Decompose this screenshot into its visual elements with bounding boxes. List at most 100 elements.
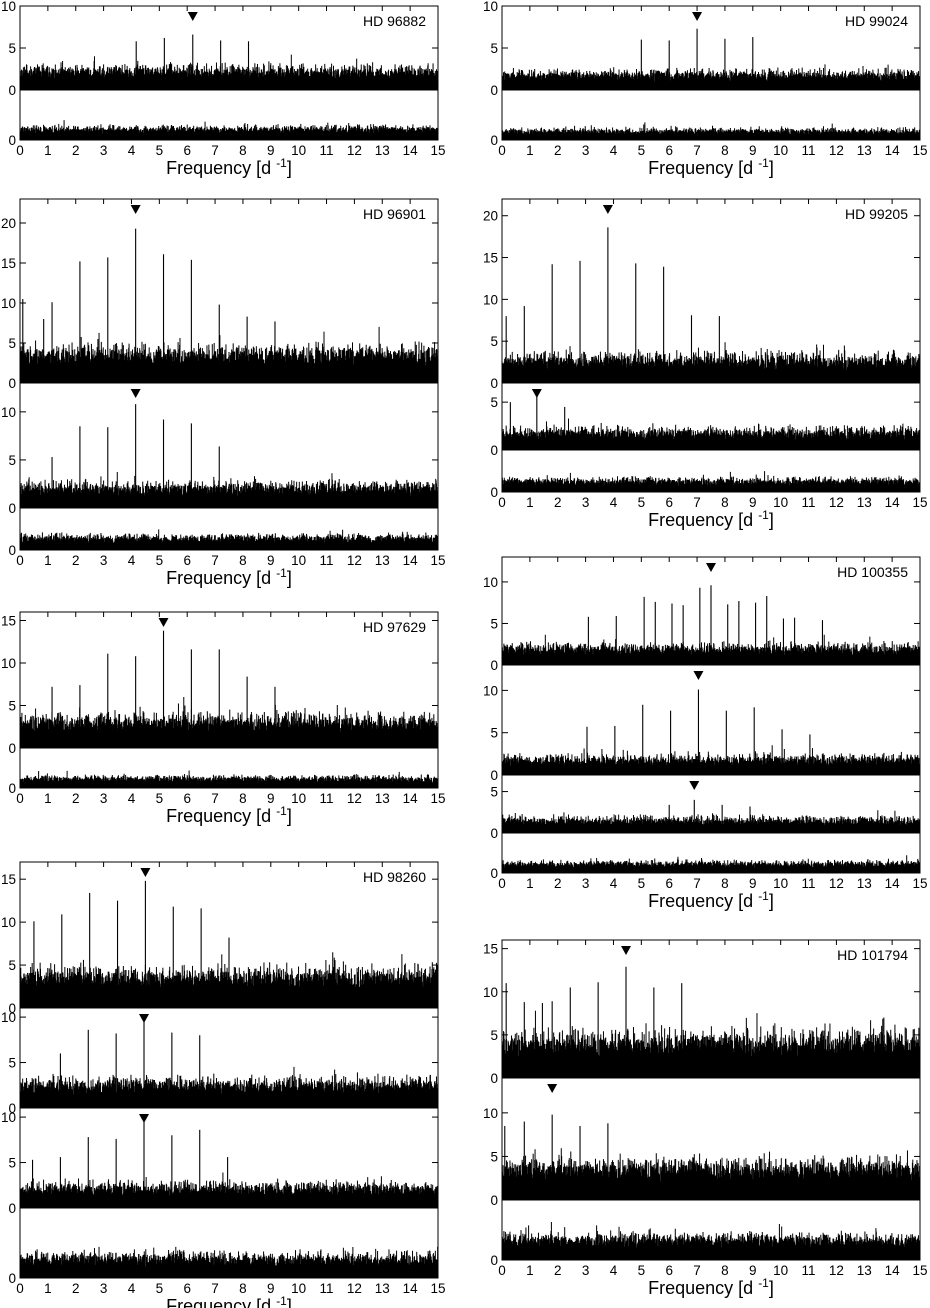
x-tick-label: 1 <box>44 143 52 158</box>
x-tick-label: 4 <box>128 143 136 158</box>
x-tick-label: 13 <box>857 876 872 891</box>
x-tick-label: 10 <box>773 876 788 891</box>
noise-spectrum <box>19 529 439 550</box>
noise-spectrum <box>501 342 921 383</box>
x-axis-title: Frequency [d -1] <box>648 508 774 530</box>
x-tick-label: 2 <box>554 876 562 891</box>
panel-2: 0 5 10 <box>483 1077 921 1208</box>
x-tick-label: 1 <box>526 876 534 891</box>
star-name-label: HD 96882 <box>363 13 426 29</box>
x-tick-label: 8 <box>239 143 247 158</box>
x-tick-label: 12 <box>347 791 362 806</box>
x-tick-label: 5 <box>156 553 164 568</box>
x-tick-label: 7 <box>211 553 219 568</box>
x-tick-label: 9 <box>267 143 275 158</box>
x-tick-label: 10 <box>291 791 306 806</box>
x-tick-label: 14 <box>403 1281 419 1296</box>
peak-marker-triangle <box>140 868 151 877</box>
y-tick-label: 0 <box>490 376 498 391</box>
y-tick-label: 20 <box>483 209 498 224</box>
y-tick-label: 10 <box>483 575 498 590</box>
x-tick-label: 13 <box>857 495 872 510</box>
peak-marker-triangle <box>706 563 716 572</box>
y-tick-label: 10 <box>1 1010 16 1025</box>
noise-spectrum <box>19 472 439 508</box>
x-tick-label: 11 <box>802 495 816 510</box>
x-tick-label: 3 <box>100 143 108 158</box>
y-tick-label: 0 <box>8 1201 16 1216</box>
y-tick-label: 10 <box>1 405 16 420</box>
y-tick-label: 5 <box>8 453 16 468</box>
y-tick-label: 5 <box>490 726 498 741</box>
x-tick-label: 6 <box>183 1281 191 1296</box>
x-tick-label: 15 <box>912 876 927 891</box>
x-tick-label: 6 <box>665 495 673 510</box>
y-tick-label: 10 <box>483 985 498 1000</box>
y-tick-label: 0 <box>8 543 16 558</box>
y-tick-label: 10 <box>483 1106 498 1121</box>
x-tick-label: 15 <box>912 1263 927 1278</box>
y-tick-label: 5 <box>490 1028 498 1043</box>
peak-marker-triangle <box>692 12 703 21</box>
y-tick-label: 5 <box>490 785 498 800</box>
x-tick-label: 1 <box>44 553 52 568</box>
x-tick-label: 4 <box>128 1281 136 1296</box>
x-tick-label: 5 <box>638 876 646 891</box>
y-tick-label: 15 <box>483 942 498 957</box>
x-tick-label: 8 <box>721 876 729 891</box>
y-tick-label: 0 <box>490 658 498 673</box>
x-axis-title: Frequency [d -1] <box>648 889 774 911</box>
y-tick-label: 15 <box>1 256 16 271</box>
x-tick-label: 11 <box>320 143 334 158</box>
y-tick-label: 0 <box>8 741 16 756</box>
x-tick-label: 4 <box>128 553 136 568</box>
x-tick-label: 0 <box>16 553 24 568</box>
star-name-label: HD 98260 <box>363 869 426 885</box>
y-tick-label: 0 <box>8 376 16 391</box>
noise-spectrum <box>19 1066 439 1108</box>
x-tick-label: 3 <box>582 143 590 158</box>
x-tick-label: 10 <box>291 553 306 568</box>
y-tick-label: 0 <box>8 1271 16 1286</box>
x-tick-label: 4 <box>610 876 618 891</box>
noise-spectrum <box>19 54 439 90</box>
y-tick-label: 0 <box>490 1253 498 1268</box>
y-tick-label: 0 <box>8 1001 16 1016</box>
y-tick-label: 15 <box>1 614 16 629</box>
x-tick-label: 8 <box>239 791 247 806</box>
x-tick-label: 1 <box>526 143 534 158</box>
x-tick-label: 9 <box>267 553 275 568</box>
x-tick-label: 10 <box>291 1281 306 1296</box>
star-name-label: HD 100355 <box>837 564 908 580</box>
x-tick-label: 6 <box>665 143 673 158</box>
peak-marker-triangle <box>139 1014 150 1023</box>
x-tick-label: 2 <box>72 791 80 806</box>
x-tick-label: 1 <box>44 791 52 806</box>
x-tick-label: 0 <box>16 1281 24 1296</box>
panel-1: 0 5 10 15 20 <box>483 198 921 391</box>
x-tick-label: 3 <box>100 553 108 568</box>
y-tick-label: 5 <box>490 334 498 349</box>
x-axis-title: Frequency [d -1] <box>166 566 292 588</box>
panel-3: 0 <box>8 507 439 558</box>
noise-spectrum <box>19 770 439 788</box>
y-tick-label: 0 <box>8 1101 16 1116</box>
y-tick-label: 0 <box>490 826 498 841</box>
x-tick-label: 11 <box>802 143 816 158</box>
x-tick-label: 12 <box>829 1263 844 1278</box>
y-tick-label: 0 <box>8 133 16 148</box>
x-tick-label: 15 <box>912 495 927 510</box>
noise-spectrum <box>501 122 921 140</box>
panel-1: 0 5 10 15 20 <box>1 198 439 391</box>
x-axis-title: Frequency [d -1] <box>648 156 774 178</box>
x-tick-label: 12 <box>347 143 362 158</box>
x-tick-label: 5 <box>156 143 164 158</box>
x-tick-label: 7 <box>211 791 219 806</box>
x-tick-label: 5 <box>638 143 646 158</box>
x-tick-label: 8 <box>239 553 247 568</box>
panel-frame <box>19 1207 439 1279</box>
